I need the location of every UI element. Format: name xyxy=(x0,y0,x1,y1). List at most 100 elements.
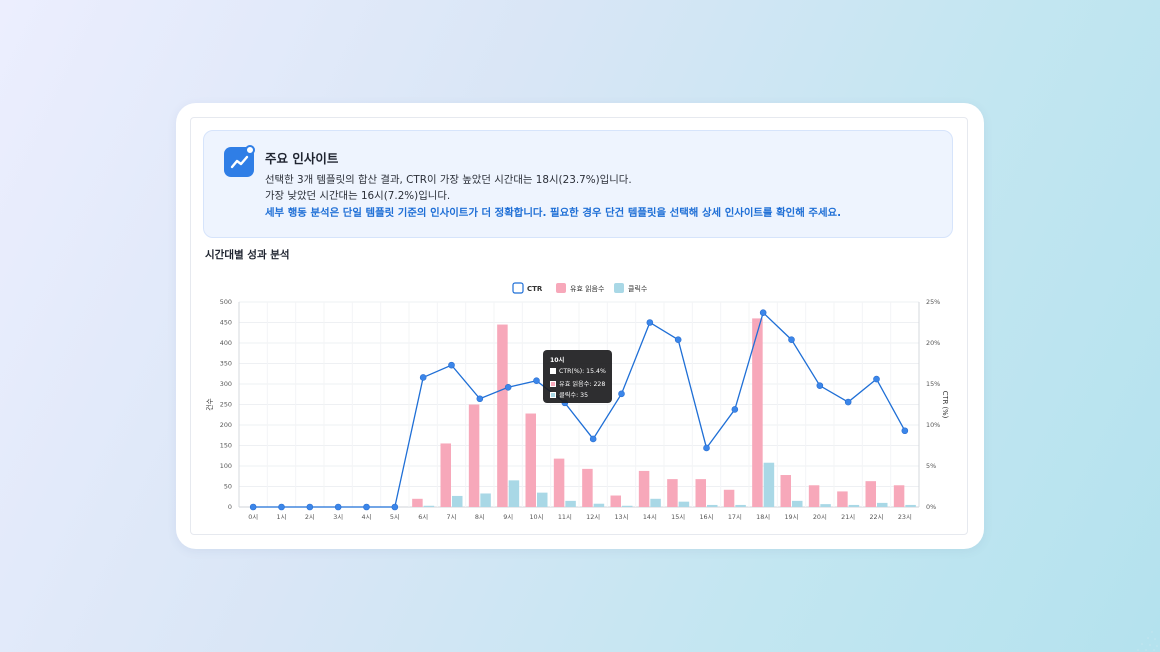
bar-reads-22 xyxy=(865,481,876,507)
legend-swatch-clicks xyxy=(614,283,624,293)
bar-clicks-16 xyxy=(707,504,718,507)
bar-reads-9 xyxy=(497,324,508,507)
bar-reads-8 xyxy=(468,404,480,507)
y2-tick-label: 25% xyxy=(926,298,940,306)
ctr-point-6 xyxy=(419,374,427,381)
y-tick-label: 300 xyxy=(220,380,232,388)
ctr-point-20 xyxy=(816,382,824,389)
insight-title: 주요 인사이트 xyxy=(265,151,339,166)
bar-clicks-19 xyxy=(792,500,803,507)
bar-clicks-9 xyxy=(508,480,520,507)
ctr-point-3 xyxy=(334,503,342,511)
x-tick-label: 10시 xyxy=(529,513,543,521)
tooltip-clicks-label: 클릭수: xyxy=(559,392,579,399)
bar-reads-16 xyxy=(695,479,706,507)
y-tick-label: 450 xyxy=(220,319,232,327)
x-tick-label: 20시 xyxy=(813,513,827,521)
bar-clicks-14 xyxy=(650,498,661,507)
ctr-line xyxy=(253,311,906,508)
ctr-point-19 xyxy=(788,336,795,344)
bar-reads-17 xyxy=(723,489,735,507)
legend-label-reads: 유효 읽음수 xyxy=(570,285,605,293)
bar-reads-14 xyxy=(638,470,650,507)
x-tick-label: 18시 xyxy=(756,513,770,521)
bar-clicks-11 xyxy=(565,500,576,507)
legend-swatch-ctr xyxy=(512,282,524,294)
ctr-point-9 xyxy=(504,383,512,391)
y2-tick-label: 20% xyxy=(926,339,940,347)
bar-clicks-23 xyxy=(905,504,916,507)
notification-dot-icon xyxy=(245,145,255,155)
y2-tick-label: 0% xyxy=(926,503,936,511)
bar-clicks-12 xyxy=(593,503,605,507)
x-tick-label: 22시 xyxy=(869,513,883,521)
x-tick-label: 14시 xyxy=(643,513,657,521)
x-tick-label: 2시 xyxy=(305,513,315,521)
legend-label-ctr: CTR xyxy=(527,285,543,293)
x-tick-label: 11시 xyxy=(558,513,572,521)
ctr-point-17 xyxy=(731,406,739,413)
tooltip-row-reads: 유효 읽음수: 228 xyxy=(550,379,605,388)
y-tick-label: 200 xyxy=(220,421,232,429)
bar-reads-23 xyxy=(893,485,905,507)
bar-clicks-13 xyxy=(622,505,633,507)
x-tick-label: 12시 xyxy=(586,513,600,521)
ctr-point-22 xyxy=(873,375,880,383)
y-tick-label: 100 xyxy=(220,462,232,470)
y2-tick-label: 15% xyxy=(926,380,940,388)
y-tick-label: 400 xyxy=(220,339,232,347)
ctr-point-7 xyxy=(448,361,455,369)
ctr-point-12 xyxy=(589,435,597,443)
ctr-point-14 xyxy=(646,319,654,326)
insight-box: 주요 인사이트 선택한 3개 템플릿의 합산 결과, CTR이 가장 높았던 시… xyxy=(203,130,953,238)
ctr-point-23 xyxy=(901,427,909,435)
tooltip-ctr-value: 15.4% xyxy=(586,368,606,375)
y-tick-label: 150 xyxy=(220,442,232,450)
x-tick-label: 3시 xyxy=(333,513,343,521)
tooltip-row-clicks: 클릭수: 35 xyxy=(550,390,588,399)
tooltip-reads-value: 228 xyxy=(593,381,606,388)
bar-clicks-20 xyxy=(820,504,831,507)
card-inner: 주요 인사이트 선택한 3개 템플릿의 합산 결과, CTR이 가장 높았던 시… xyxy=(190,117,968,535)
x-tick-label: 19시 xyxy=(784,513,798,521)
x-tick-label: 21시 xyxy=(841,513,855,521)
bar-reads-15 xyxy=(667,479,678,507)
bar-clicks-8 xyxy=(480,493,491,507)
insight-guide-text: 세부 행동 분석은 단일 템플릿 기준의 인사이트가 더 정확합니다. 필요한 … xyxy=(265,207,842,219)
x-tick-label: 5시 xyxy=(390,513,400,521)
bar-clicks-10 xyxy=(537,492,548,507)
x-tick-label: 23시 xyxy=(898,513,912,521)
chart-tooltip: 10시 CTR(%): 15.4% 유효 읽음수: 228 클릭수: 35 xyxy=(543,350,612,403)
bar-reads-7 xyxy=(440,443,451,507)
insight-text-1: 선택한 3개 템플릿의 합산 결과, CTR이 가장 높았던 시간대는 18시(… xyxy=(265,174,632,186)
ctr-point-13 xyxy=(618,390,625,398)
bar-clicks-15 xyxy=(678,501,690,507)
chart-legend: CTR 유효 읽음수 클릭수 xyxy=(512,282,648,294)
analytics-card: 주요 인사이트 선택한 3개 템플릿의 합산 결과, CTR이 가장 높았던 시… xyxy=(176,103,984,549)
tooltip-clicks-value: 35 xyxy=(580,392,589,399)
bar-reads-13 xyxy=(610,495,621,507)
tooltip-reads-label: 유효 읽음수: xyxy=(559,381,592,388)
tooltip-ctr-label: CTR(%): xyxy=(559,368,585,375)
bar-reads-18 xyxy=(752,318,763,507)
y-tick-label: 0 xyxy=(228,503,232,511)
bar-clicks-7 xyxy=(452,495,463,507)
ctr-point-21 xyxy=(844,398,852,406)
legend-swatch-reads xyxy=(556,283,566,293)
ctr-point-8 xyxy=(476,395,484,403)
y-tick-label: 350 xyxy=(220,360,232,368)
x-tick-label: 17시 xyxy=(728,513,742,521)
bar-clicks-22 xyxy=(877,502,888,507)
insight-text-2: 가장 낮았던 시간대는 16시(7.2%)입니다. xyxy=(265,190,451,202)
y-tick-label: 250 xyxy=(220,401,232,409)
x-tick-label: 13시 xyxy=(614,513,628,521)
bar-clicks-6 xyxy=(423,505,435,507)
x-tick-label: 1시 xyxy=(277,513,287,521)
tooltip-title: 10시 xyxy=(550,357,565,364)
y2-axis-title: CTR (%) xyxy=(941,391,949,419)
corner-pattern xyxy=(1137,631,1158,651)
bar-reads-19 xyxy=(780,475,791,507)
x-tick-label: 7시 xyxy=(447,513,457,521)
bar-reads-6 xyxy=(412,498,423,507)
x-tick-label: 4시 xyxy=(362,513,372,521)
